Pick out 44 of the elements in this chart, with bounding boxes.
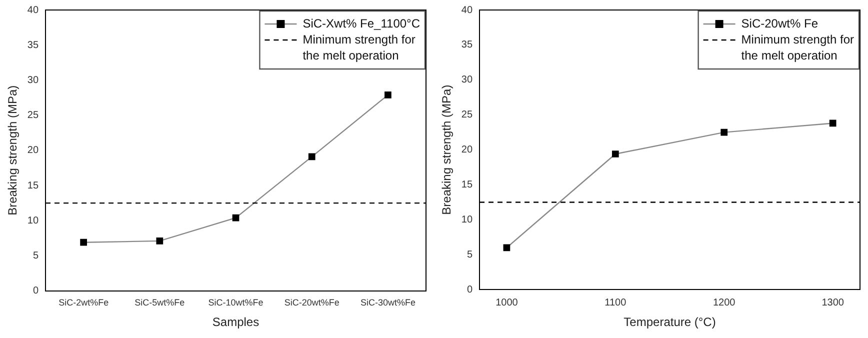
legend-label: SiC-20wt% Fe bbox=[741, 16, 818, 30]
y-tick-label: 25 bbox=[461, 110, 473, 121]
x-tick-label: SiC-10wt%Fe bbox=[208, 298, 264, 308]
x-axis-title: Temperature (°C) bbox=[624, 315, 716, 330]
point bbox=[80, 238, 87, 246]
y-axis-title: Breaking strength (MPa) bbox=[6, 85, 20, 216]
y-tick-label: 30 bbox=[27, 74, 39, 86]
y-tick-label: 0 bbox=[466, 284, 473, 296]
point bbox=[720, 128, 728, 136]
x-tick-label: SiC-2wt%Fe bbox=[58, 298, 109, 308]
point bbox=[384, 92, 392, 98]
point bbox=[612, 150, 619, 158]
legend-label: Minimum strength for the melt operation bbox=[302, 32, 416, 62]
x-tick-label: 1200 bbox=[712, 297, 736, 308]
y-axis-title: Breaking strength (MPa) bbox=[440, 84, 454, 215]
y-tick-label: 25 bbox=[27, 110, 39, 122]
y-tick-label: 5 bbox=[32, 250, 39, 262]
y-tick-label: 20 bbox=[27, 145, 39, 156]
y-tick-label: 15 bbox=[27, 180, 39, 192]
x-tick-label: SiC-5wt%Fe bbox=[134, 298, 185, 308]
legend-label: Minimum strength for the melt operation bbox=[741, 32, 854, 62]
x-tick-label: 1300 bbox=[822, 297, 844, 308]
x-tick-label: 1000 bbox=[496, 297, 518, 308]
y-tick-label: 35 bbox=[27, 40, 39, 51]
y-tick-label: 20 bbox=[461, 144, 473, 156]
x-tick-label: SiC-30wt%Fe bbox=[360, 298, 416, 308]
point bbox=[156, 238, 164, 244]
point bbox=[829, 120, 836, 127]
point bbox=[503, 244, 510, 252]
y-tick-label: 10 bbox=[461, 214, 473, 226]
y-tick-label: 30 bbox=[461, 74, 473, 86]
y-tick-label: 40 bbox=[27, 4, 39, 16]
y-tick-label: 15 bbox=[461, 180, 473, 190]
y-tick-label: 35 bbox=[461, 40, 473, 51]
point bbox=[232, 214, 240, 222]
x-axis-title: Samples bbox=[212, 315, 260, 330]
point bbox=[308, 153, 316, 160]
x-tick-label: SiC-20wt%Fe bbox=[284, 298, 340, 308]
y-tick-label: 5 bbox=[466, 249, 473, 260]
y-tick-label: 40 bbox=[461, 4, 473, 16]
y-tick-label: 10 bbox=[27, 215, 39, 226]
x-tick-label: 1100 bbox=[604, 297, 627, 308]
y-tick-label: 0 bbox=[32, 286, 39, 297]
legend-label: SiC-Xwt% Fe_1100°C bbox=[302, 16, 420, 30]
